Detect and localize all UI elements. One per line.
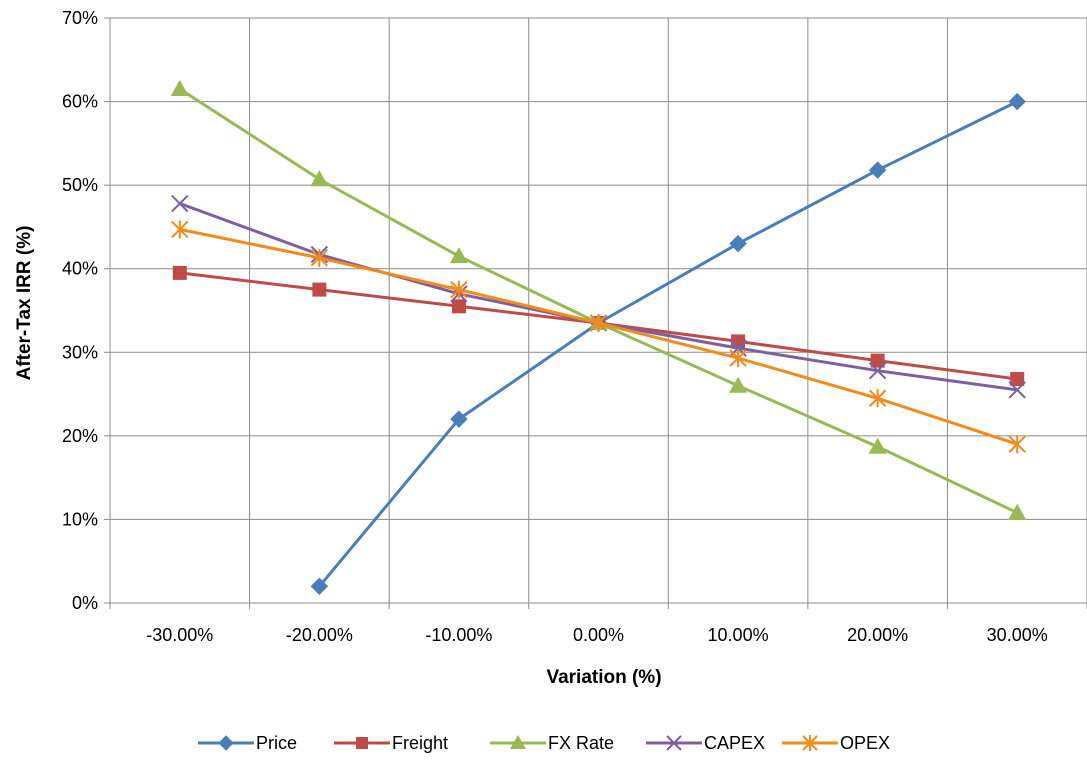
square-marker <box>356 737 368 749</box>
series-line <box>178 87 1018 515</box>
y-tick-label: 20% <box>62 426 98 446</box>
axes <box>104 17 1087 609</box>
y-tick-label: 60% <box>62 92 98 112</box>
asterisk-marker <box>1008 435 1026 454</box>
x-tick-label: -10.00% <box>425 625 492 645</box>
square-marker <box>1010 372 1025 387</box>
square-marker <box>451 299 466 314</box>
diamond-marker <box>868 161 887 179</box>
x-marker <box>171 194 189 213</box>
y-tick-label: 40% <box>62 259 98 279</box>
series-capex <box>171 194 1026 399</box>
triangle-marker <box>729 376 748 393</box>
tick-labels: 0% 10% 20% 30% 40% 50% 60% 70% -30.00% -20.00% -10… <box>62 8 1048 645</box>
x-marker <box>868 361 887 380</box>
series-line <box>318 100 1018 588</box>
y-tick-label: 30% <box>62 342 98 362</box>
legend-label: Freight <box>392 733 448 753</box>
diamond-marker <box>729 234 747 253</box>
x-tick-label: -30.00% <box>146 625 213 645</box>
triangle-marker <box>510 735 526 749</box>
x-marker <box>1008 381 1026 399</box>
square-marker <box>870 353 885 368</box>
asterisk-marker <box>802 735 818 751</box>
y-tick-label: 50% <box>62 175 98 195</box>
legend-item-freight: Freight <box>334 733 448 753</box>
x-marker-stroke <box>666 735 682 751</box>
asterisk-marker <box>171 220 189 239</box>
square-marker <box>172 265 187 280</box>
x-tick-label: 10.00% <box>708 625 769 645</box>
x-marker-stroke <box>868 361 887 380</box>
legend-item-capex: CAPEX <box>646 733 765 753</box>
series-opex <box>171 220 1026 454</box>
x-tick-label: 0.00% <box>573 625 624 645</box>
x-marker-stroke <box>171 194 189 213</box>
data-series <box>170 80 1027 595</box>
diamond-marker <box>310 577 329 595</box>
triangle-marker <box>1008 503 1027 520</box>
y-axis-title: After-Tax IRR (%) <box>14 226 35 381</box>
legend-item-fx-rate: FX Rate <box>490 733 614 753</box>
square-marker <box>312 282 327 297</box>
y-tick-label: 0% <box>72 593 98 613</box>
legend-label: FX Rate <box>548 733 614 753</box>
x-tick-label: 30.00% <box>987 625 1048 645</box>
legend-label: CAPEX <box>704 733 765 753</box>
legend: Price Freight FX Rate CAPEX OPEX <box>198 733 890 753</box>
diamond-marker <box>1008 92 1026 111</box>
diamond-marker <box>450 410 468 428</box>
gridlines <box>110 17 1087 603</box>
series-line <box>179 227 1018 446</box>
triangle-marker <box>868 437 887 454</box>
asterisk-marker <box>868 389 887 408</box>
diamond-marker <box>218 735 234 751</box>
asterisk-marker <box>589 314 608 333</box>
asterisk-marker <box>729 349 747 368</box>
triangle-marker <box>449 247 468 264</box>
x-axis-title: Variation (%) <box>546 667 661 688</box>
legend-label: Price <box>256 733 297 753</box>
x-marker <box>666 735 682 751</box>
y-tick-label: 70% <box>62 8 98 28</box>
x-tick-label: 20.00% <box>847 625 908 645</box>
asterisk-marker <box>450 280 468 299</box>
series-fx-rate <box>170 80 1027 520</box>
x-marker-stroke <box>1008 381 1026 399</box>
legend-item-price: Price <box>198 733 297 753</box>
y-tick-label: 10% <box>62 509 98 529</box>
legend-label: OPEX <box>840 733 890 753</box>
triangle-marker <box>310 170 329 187</box>
x-tick-label: -20.00% <box>286 625 353 645</box>
asterisk-marker <box>310 248 329 267</box>
triangle-marker <box>170 80 189 97</box>
legend-item-opex: OPEX <box>782 733 890 753</box>
